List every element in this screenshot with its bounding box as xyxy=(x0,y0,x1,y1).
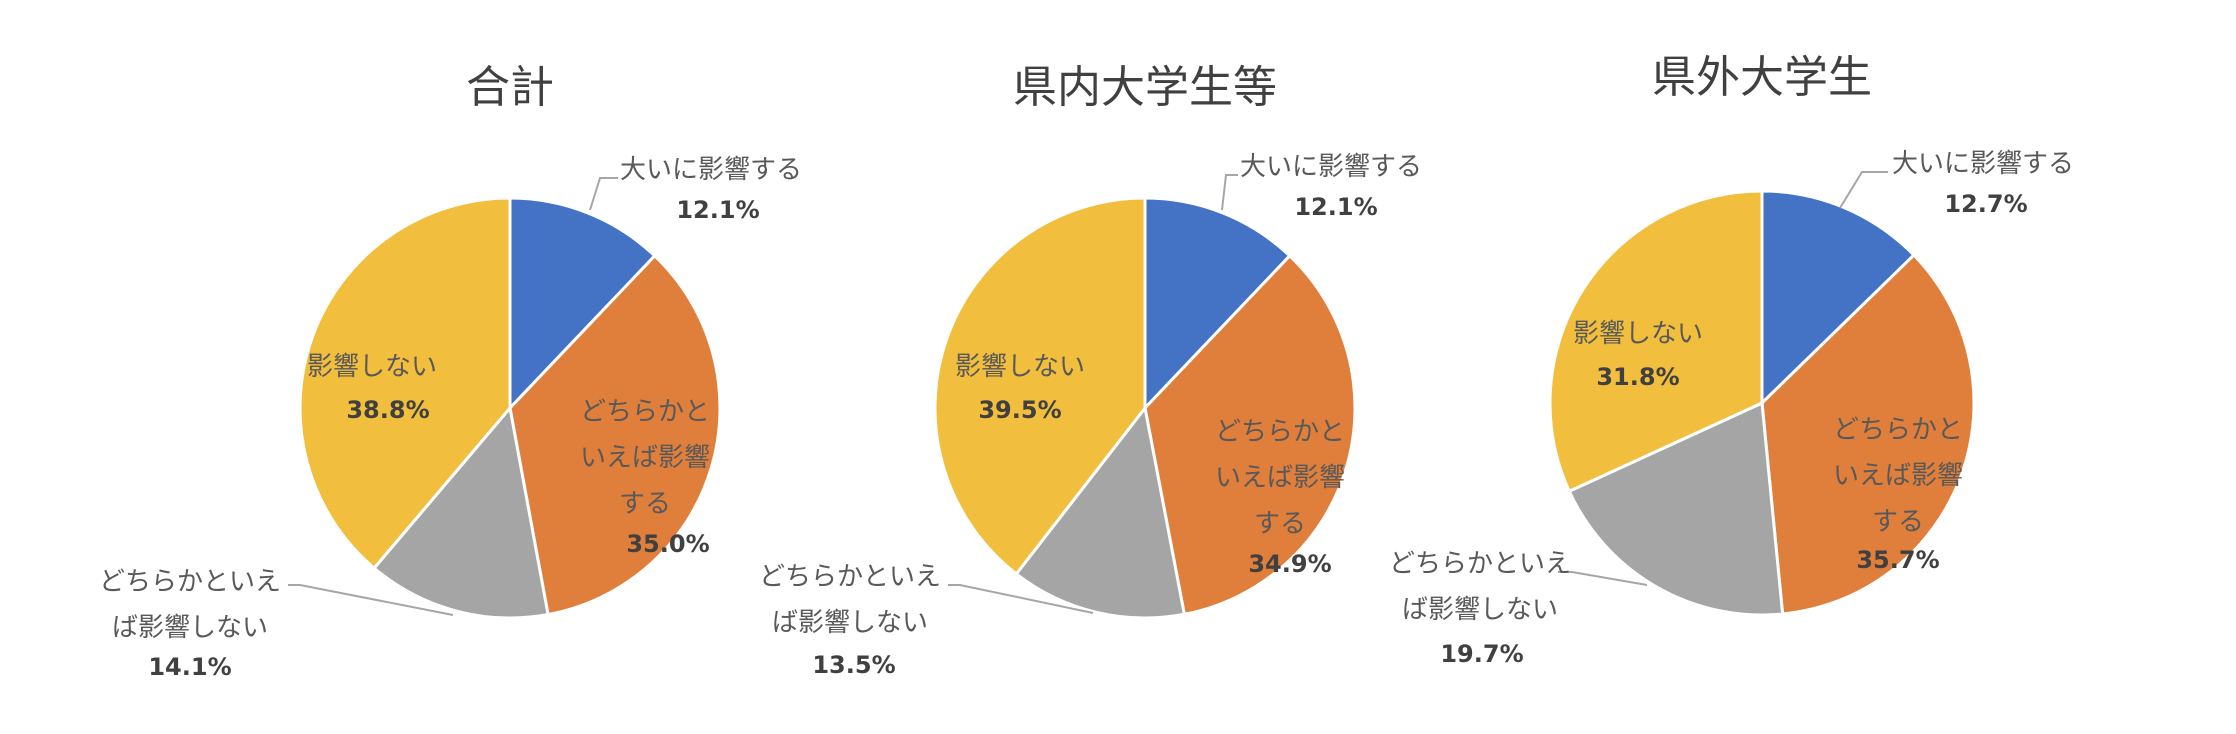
data-label-not-affect: 38.8% xyxy=(346,396,429,424)
slice-label-not-affect: 影響しない xyxy=(1573,319,1703,349)
slice-somewhat-not-affect xyxy=(1014,404,1187,620)
data-label-somewhat-not-affect: 19.7% xyxy=(1440,640,1523,668)
slice-label-somewhat-affects: いえば影響 xyxy=(580,443,710,473)
slice-label-somewhat-affects: どちらかと xyxy=(1833,415,1963,445)
slice-label-somewhat-affects: する xyxy=(1872,507,1924,537)
leader-line xyxy=(1558,571,1648,586)
leader-line xyxy=(1839,171,1888,209)
slice-label-strongly-affects: 大いに影響する xyxy=(620,155,802,185)
slice-label-somewhat-affects: どちらかと xyxy=(1215,417,1345,447)
slice-somewhat-affects xyxy=(1143,253,1357,617)
chart-title: 県外大学生 xyxy=(1652,52,1872,103)
leader-line xyxy=(1221,174,1238,211)
data-label-not-affect: 31.8% xyxy=(1596,363,1679,391)
leader-line xyxy=(288,584,454,616)
data-label-not-affect: 39.5% xyxy=(978,396,1061,424)
data-label-somewhat-affects: 35.0% xyxy=(626,530,709,558)
slice-somewhat-affects xyxy=(508,253,722,617)
data-label-somewhat-not-affect: 13.5% xyxy=(812,651,895,679)
data-label-somewhat-affects: 35.7% xyxy=(1856,546,1939,574)
slice-not-affect xyxy=(298,196,512,571)
slice-label-strongly-affects: 大いに影響する xyxy=(1892,149,2074,179)
slice-label-strongly-affects: 大いに影響する xyxy=(1240,152,1422,182)
slice-label-somewhat-not-affect: どちらかといえ xyxy=(99,567,281,597)
slice-label-somewhat-not-affect: ば影響しない xyxy=(772,608,928,638)
data-label-strongly-affects: 12.1% xyxy=(676,196,759,224)
slice-somewhat-not-affect xyxy=(1567,400,1785,617)
slice-label-somewhat-not-affect: ば影響しない xyxy=(112,613,268,643)
slice-label-somewhat-not-affect: どちらかといえ xyxy=(759,562,941,592)
slice-not-affect xyxy=(1548,189,1764,494)
slice-label-not-affect: 影響しない xyxy=(307,352,437,382)
slice-label-somewhat-affects: いえば影響 xyxy=(1215,463,1345,493)
slice-label-somewhat-affects: する xyxy=(1254,509,1306,539)
slice-somewhat-not-affect xyxy=(372,404,550,620)
chart-title: 県内大学生等 xyxy=(1013,62,1277,113)
slice-label-somewhat-not-affect: どちらかといえ xyxy=(1389,549,1571,579)
slice-somewhat-affects xyxy=(1760,252,1976,616)
slice-not-affect xyxy=(933,196,1147,577)
chart-title: 合計 xyxy=(466,62,554,113)
slice-strongly-affects xyxy=(1760,189,1917,407)
leader-line xyxy=(948,584,1094,614)
slice-strongly-affects xyxy=(1143,196,1292,412)
slice-label-somewhat-affects: どちらかと xyxy=(580,397,710,427)
slice-label-somewhat-affects: する xyxy=(619,489,671,519)
data-label-somewhat-affects: 34.9% xyxy=(1248,550,1331,578)
slice-label-somewhat-not-affect: ば影響しない xyxy=(1402,595,1558,625)
slice-label-somewhat-affects: いえば影響 xyxy=(1833,461,1963,491)
slice-label-not-affect: 影響しない xyxy=(955,352,1085,382)
leader-line xyxy=(589,177,618,211)
slice-strongly-affects xyxy=(508,196,657,412)
data-label-strongly-affects: 12.1% xyxy=(1294,193,1377,221)
data-label-somewhat-not-affect: 14.1% xyxy=(148,653,231,681)
data-label-strongly-affects: 12.7% xyxy=(1944,190,2027,218)
